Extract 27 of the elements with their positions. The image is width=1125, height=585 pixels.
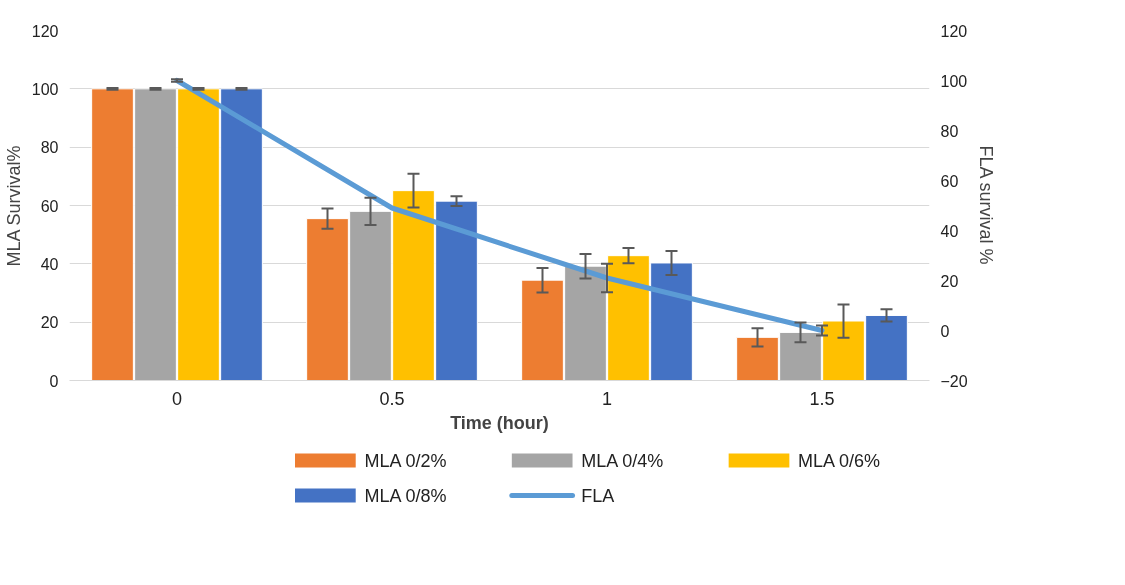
y2-tick-label: 20	[940, 272, 959, 290]
y-axis-title: MLA Survival%	[3, 145, 24, 267]
x-tick-label: 1	[601, 388, 613, 409]
y2-tick-label: −20	[940, 372, 968, 390]
y-tick-label: 20	[40, 314, 59, 332]
x-tick-label: 0	[171, 388, 183, 409]
y-tick-label: 100	[31, 80, 59, 98]
y-tick-label: 40	[40, 255, 59, 273]
y2-tick-label: 60	[940, 172, 959, 190]
x-axis-title: Time (hour)	[450, 412, 549, 433]
y2-tick-label: 100	[940, 72, 968, 90]
y2-axis-title: FLA survival %	[975, 145, 996, 265]
y-tick-label: 60	[40, 197, 59, 215]
legend-label: MLA 0/6%	[798, 450, 881, 471]
legend-label: FLA	[581, 485, 615, 506]
x-tick-label: 0.5	[379, 388, 405, 409]
x-tick-label: 1.5	[809, 388, 835, 409]
y-tick-label: 80	[40, 139, 59, 157]
y2-tick-label: 40	[940, 222, 959, 240]
legend-label: MLA 0/4%	[581, 450, 664, 471]
y2-tick-label: 80	[940, 122, 959, 140]
legend-label: MLA 0/2%	[364, 450, 447, 471]
legend-label: MLA 0/8%	[364, 485, 447, 506]
y-tick-label: 120	[31, 22, 59, 40]
y2-tick-label: 0	[940, 322, 950, 340]
y-tick-label: 0	[49, 372, 59, 390]
y2-tick-label: 120	[940, 22, 968, 40]
